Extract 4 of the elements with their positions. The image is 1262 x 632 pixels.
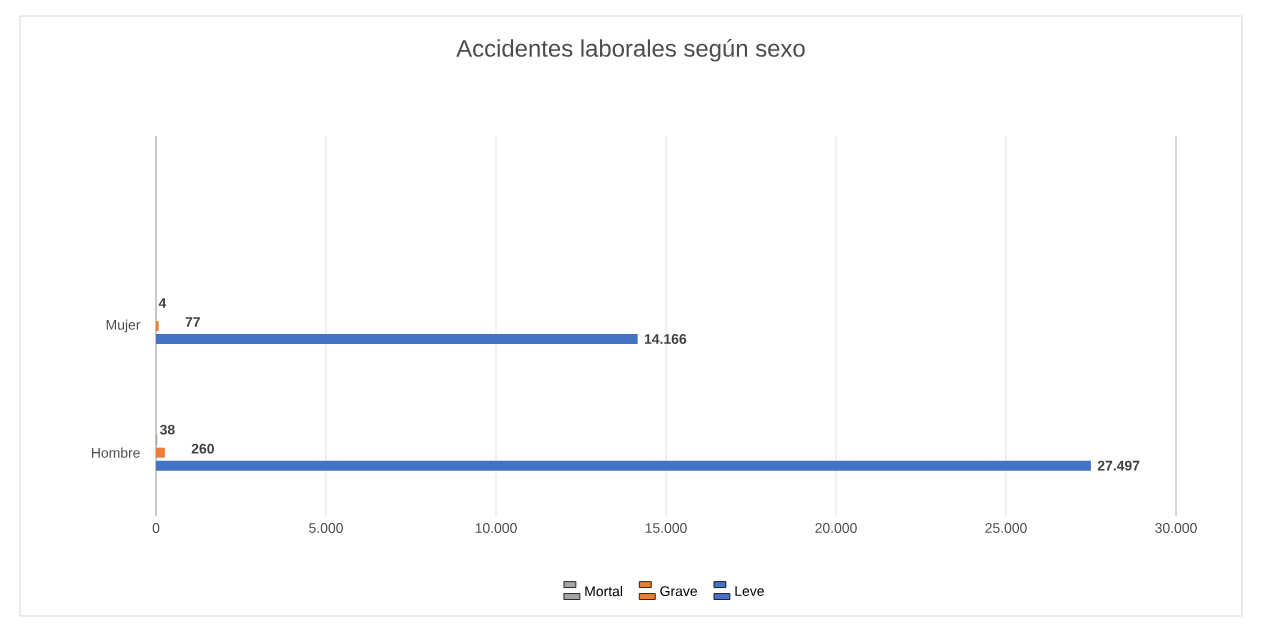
bar bbox=[156, 460, 1091, 471]
bar bbox=[156, 447, 165, 458]
bar bbox=[156, 334, 638, 344]
chart-title: Accidentes laborales según sexo bbox=[456, 39, 805, 62]
